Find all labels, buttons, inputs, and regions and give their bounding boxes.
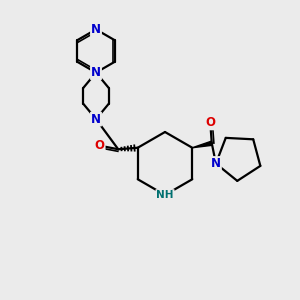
Text: O: O	[94, 139, 105, 152]
Text: N: N	[91, 23, 101, 36]
Text: NH: NH	[156, 190, 174, 200]
Polygon shape	[192, 141, 212, 148]
Text: O: O	[205, 116, 215, 129]
Text: N: N	[91, 66, 101, 79]
Text: N: N	[211, 157, 221, 170]
Text: N: N	[91, 112, 101, 126]
